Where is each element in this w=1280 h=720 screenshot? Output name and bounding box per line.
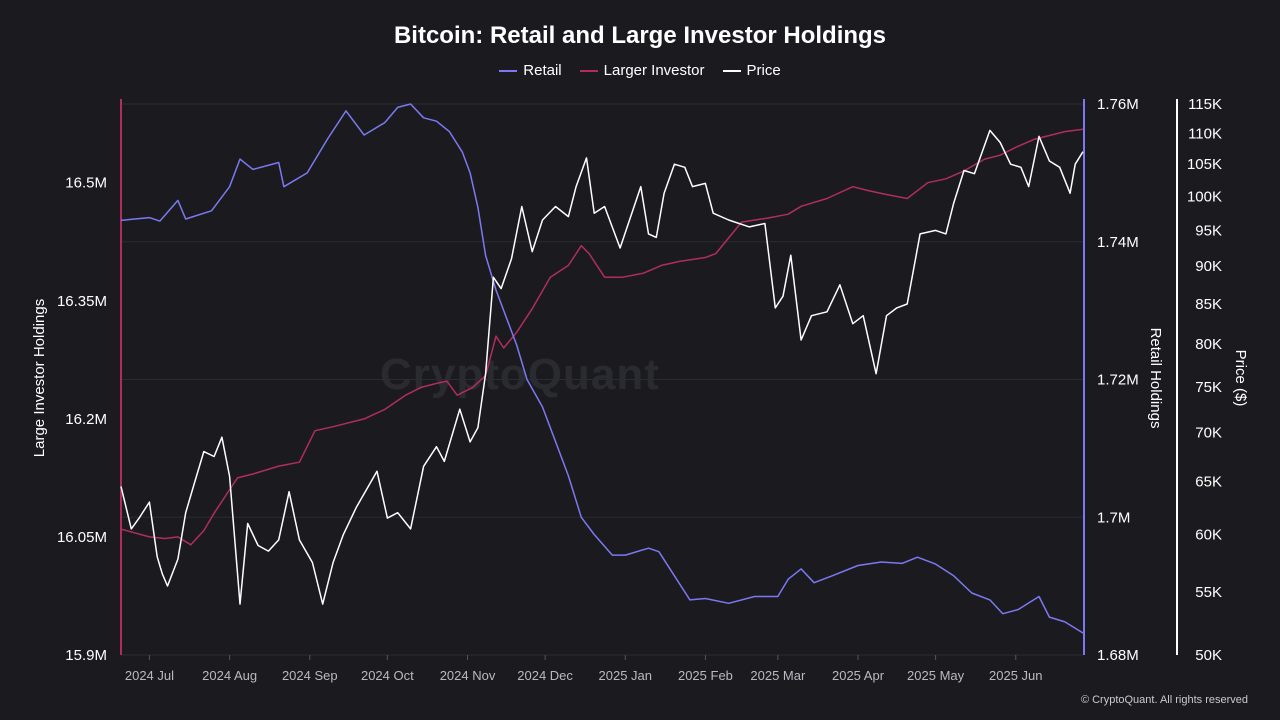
series-line-retail [120, 103, 1084, 634]
left-tick-label: 15.9M [65, 647, 107, 664]
price-tick-label: 70K [1195, 424, 1222, 441]
x-tick-label: 2024 Dec [517, 668, 573, 683]
price-tick-label: 110K [1188, 125, 1222, 142]
x-tick-label: 2025 Mar [750, 668, 806, 683]
legend-label-retail: Retail [523, 62, 562, 79]
legend-swatch-retail [499, 69, 518, 72]
price-tick-label: 50K [1195, 647, 1222, 664]
price-tick-label: 85K [1195, 296, 1222, 313]
left-tick-label: 16.5M [65, 175, 107, 192]
series-line-price [120, 129, 1084, 605]
retail-tick-label: 1.74M [1097, 234, 1139, 251]
left-tick-label: 16.2M [65, 411, 107, 428]
retail-tick-label: 1.76M [1097, 96, 1139, 113]
retail-tick-label: 1.7M [1097, 509, 1130, 526]
x-tick-label: 2024 Sep [282, 668, 338, 683]
price-tick-label: 80K [1195, 336, 1222, 353]
x-tick-label: 2024 Aug [202, 668, 257, 683]
price-tick-label: 90K [1195, 258, 1222, 275]
left-tick-label: 16.05M [57, 529, 107, 546]
price-tick-label: 75K [1195, 379, 1222, 396]
legend-label-larger-investor: Larger Investor [603, 62, 705, 79]
retail-axis-title: Retail Holdings [1147, 328, 1164, 429]
left-tick-label: 16.35M [57, 293, 107, 310]
left-axis-title: Large Investor Holdings [31, 299, 48, 457]
series-line-larger-investor [120, 128, 1084, 546]
x-tick-label: 2025 Apr [832, 668, 885, 683]
legend-swatch-larger-investor [579, 69, 598, 72]
retail-tick-label: 1.68M [1097, 647, 1139, 664]
price-tick-label: 55K [1195, 584, 1222, 601]
price-tick-label: 60K [1195, 526, 1222, 543]
x-tick-label: 2025 May [907, 668, 965, 683]
legend-item-retail[interactable]: Retail [499, 62, 562, 79]
x-tick-label: 2024 Jul [125, 668, 174, 683]
copyright-credit: © CryptoQuant. All rights reserved [1080, 694, 1248, 706]
x-tick-label: 2024 Nov [440, 668, 496, 683]
price-axis-title: Price ($) [1232, 350, 1249, 407]
legend-swatch-price [722, 69, 741, 72]
retail-tick-label: 1.72M [1097, 372, 1139, 389]
chart-legend: Retail Larger Investor Price [0, 62, 1280, 79]
legend-item-larger-investor[interactable]: Larger Investor [579, 62, 705, 79]
price-tick-label: 115K [1188, 96, 1222, 113]
price-tick-label: 105K [1187, 156, 1222, 173]
x-tick-label: 2025 Jun [989, 668, 1043, 683]
legend-label-price: Price [746, 62, 781, 79]
x-tick-label: 2024 Oct [361, 668, 414, 683]
price-tick-label: 95K [1195, 222, 1222, 239]
watermark: CryptoQuant [380, 350, 660, 399]
x-tick-label: 2025 Feb [678, 668, 733, 683]
x-tick-label: 2025 Jan [599, 668, 653, 683]
chart-title: Bitcoin: Retail and Large Investor Holdi… [393, 22, 887, 49]
legend-item-price[interactable]: Price [722, 62, 781, 79]
price-tick-label: 100K [1187, 188, 1222, 205]
price-tick-label: 65K [1195, 473, 1222, 490]
